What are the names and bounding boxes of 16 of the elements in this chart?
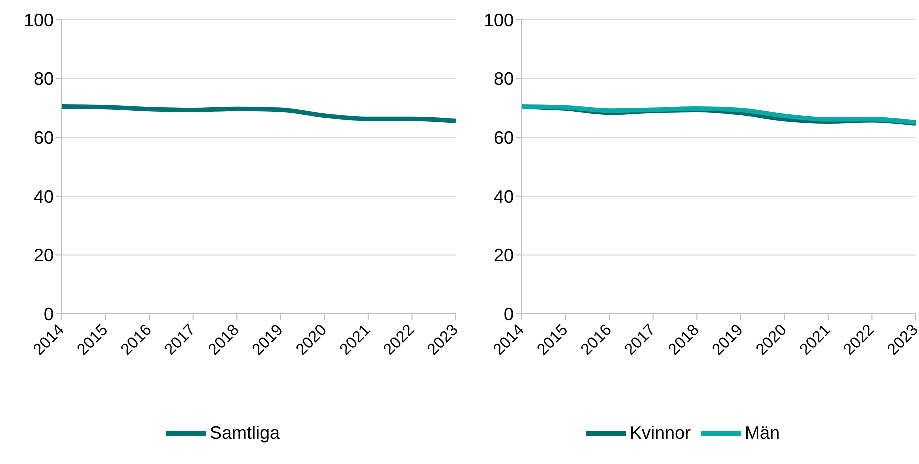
y-tick-label: 40 — [494, 186, 514, 207]
y-tick-label: 20 — [494, 246, 514, 266]
y-tick-label: 0 — [504, 304, 514, 324]
line-series — [60, 104, 458, 124]
legend-label: Kvinnor — [630, 422, 691, 443]
legend-label: Samtliga — [210, 422, 280, 443]
y-tick-label: 40 — [34, 186, 54, 207]
y-tick-label: 80 — [494, 69, 514, 90]
y-tick-label: 20 — [34, 246, 54, 266]
y-tick-label: 0 — [44, 304, 54, 324]
y-tick-label: 60 — [494, 128, 514, 148]
legend-label: Män — [745, 422, 780, 443]
y-tick-label: 80 — [34, 69, 54, 90]
y-tick-label: 60 — [34, 128, 54, 148]
y-tick-label: 100 — [484, 10, 514, 30]
y-tick-label: 100 — [24, 10, 54, 30]
